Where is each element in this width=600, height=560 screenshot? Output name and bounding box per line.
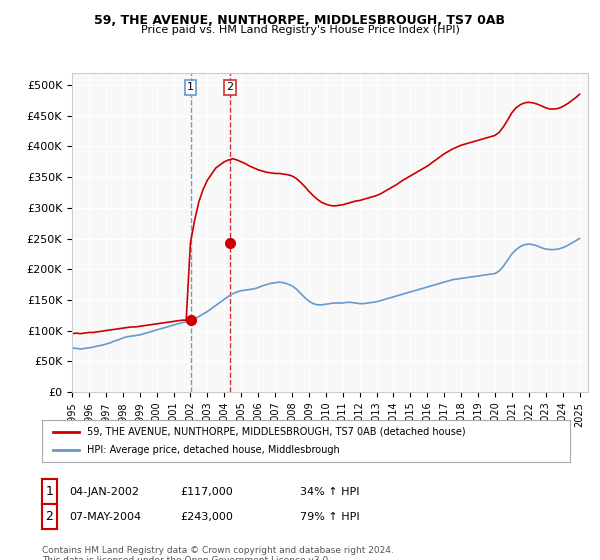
Text: 34% ↑ HPI: 34% ↑ HPI: [300, 487, 359, 497]
Text: 2: 2: [227, 82, 234, 92]
Text: 2: 2: [46, 510, 53, 523]
Text: Contains HM Land Registry data © Crown copyright and database right 2024.
This d: Contains HM Land Registry data © Crown c…: [42, 546, 394, 560]
Text: HPI: Average price, detached house, Middlesbrough: HPI: Average price, detached house, Midd…: [87, 445, 340, 455]
Text: £117,000: £117,000: [180, 487, 233, 497]
Text: 04-JAN-2002: 04-JAN-2002: [69, 487, 139, 497]
Text: £243,000: £243,000: [180, 512, 233, 522]
Text: 1: 1: [187, 82, 194, 92]
Text: 79% ↑ HPI: 79% ↑ HPI: [300, 512, 359, 522]
Text: 59, THE AVENUE, NUNTHORPE, MIDDLESBROUGH, TS7 0AB: 59, THE AVENUE, NUNTHORPE, MIDDLESBROUGH…: [95, 14, 505, 27]
Text: 59, THE AVENUE, NUNTHORPE, MIDDLESBROUGH, TS7 0AB (detached house): 59, THE AVENUE, NUNTHORPE, MIDDLESBROUGH…: [87, 427, 466, 437]
Text: 07-MAY-2004: 07-MAY-2004: [69, 512, 141, 522]
Text: Price paid vs. HM Land Registry's House Price Index (HPI): Price paid vs. HM Land Registry's House …: [140, 25, 460, 35]
Text: 1: 1: [46, 485, 53, 498]
